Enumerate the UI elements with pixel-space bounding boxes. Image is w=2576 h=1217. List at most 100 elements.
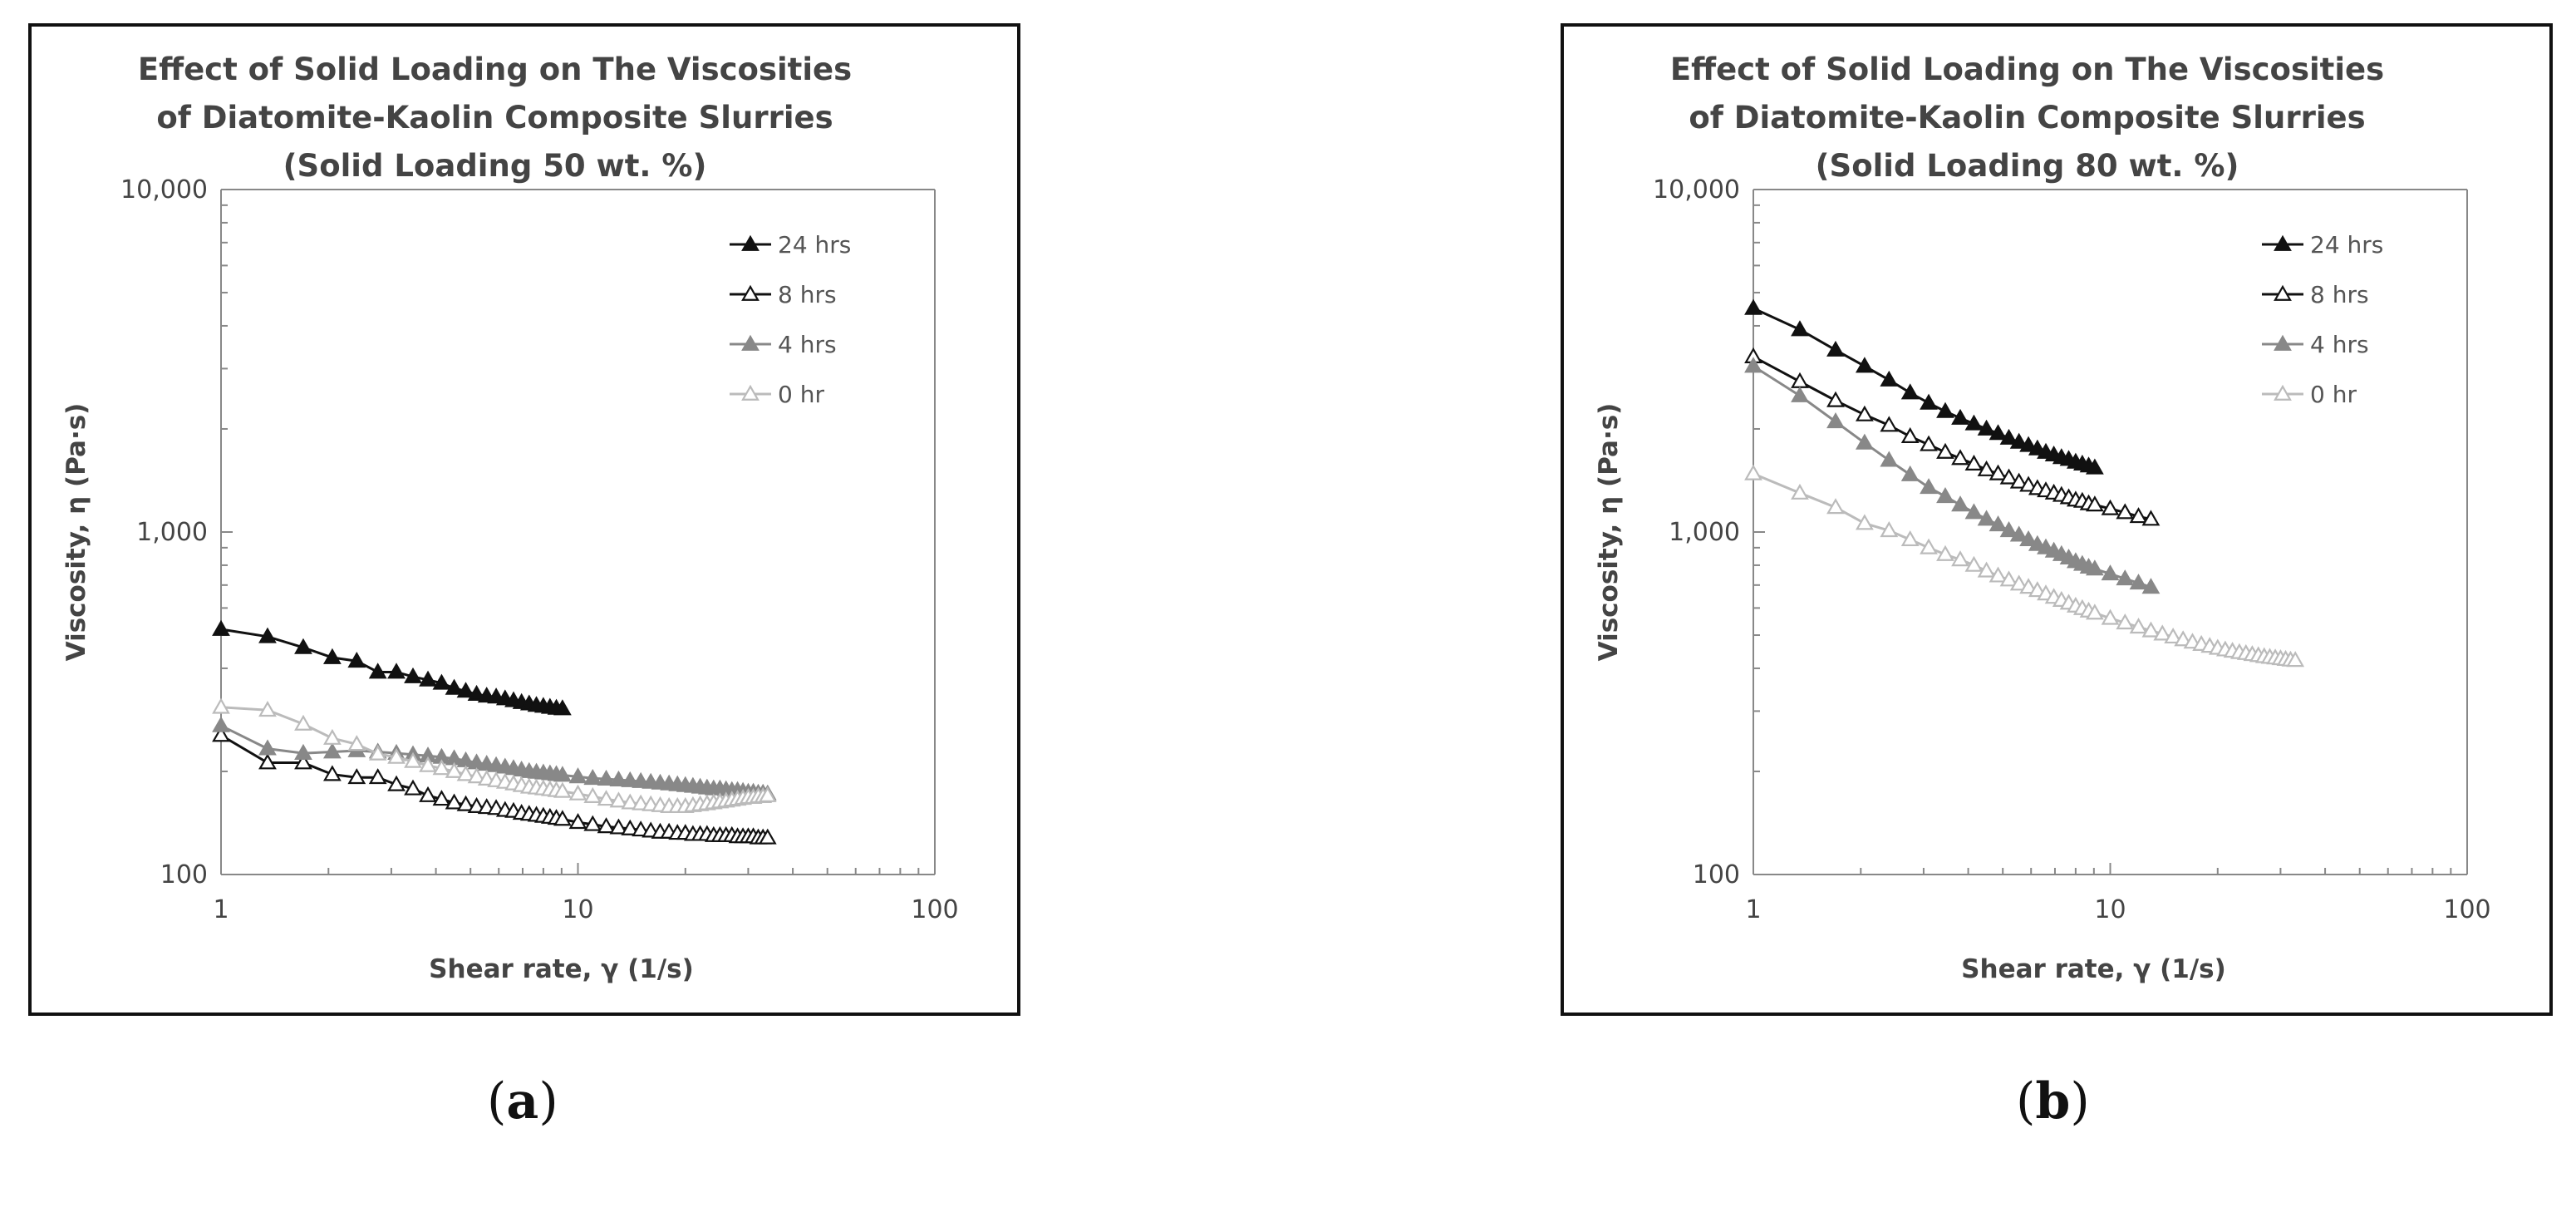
series-24-hrs [1744, 298, 2104, 475]
legend-marker [741, 284, 760, 301]
legend-item: 0 hr [730, 381, 824, 408]
data-point [467, 796, 486, 814]
data-point [2116, 613, 2135, 630]
data-point [2153, 624, 2172, 641]
legend-item: 8 hrs [730, 281, 837, 308]
x-tick-label: 1 [1745, 895, 1761, 924]
data-point [1920, 478, 1938, 495]
data-point [1951, 495, 1969, 512]
data-point [368, 768, 387, 785]
data-point [621, 771, 640, 787]
data-point [2085, 559, 2104, 576]
data-point [621, 819, 640, 835]
data-point [258, 739, 277, 756]
data-point [1900, 426, 1920, 444]
y-tick-label: 10,000 [120, 175, 208, 204]
data-point [1989, 424, 2008, 441]
data-point [568, 784, 587, 801]
data-point [456, 682, 475, 698]
data-point [2116, 503, 2135, 520]
data-point [404, 667, 422, 683]
data-point [387, 747, 406, 764]
series-0-hr [212, 697, 777, 814]
legend-label: 0 hr [2310, 381, 2357, 408]
chart-svg-b: Effect of Solid Loading on The Viscositi… [1594, 52, 2491, 984]
data-point [1989, 464, 2008, 480]
data-point [1964, 555, 1984, 572]
legend-item: 4 hrs [730, 331, 837, 358]
legend-marker [741, 384, 760, 401]
data-point [387, 775, 406, 791]
data-point [404, 779, 422, 796]
legend-label: 24 hrs [2310, 231, 2383, 259]
legend-label: 24 hrs [778, 231, 851, 259]
y-tick-label: 10,000 [1653, 175, 1740, 204]
chart-title-line: Effect of Solid Loading on The Viscositi… [1670, 52, 2384, 87]
x-axis-label: Shear rate, γ (1/s) [429, 954, 694, 984]
data-point [2141, 510, 2161, 526]
data-point [2129, 574, 2148, 590]
series-0-hr [1744, 464, 2305, 668]
data-point [1999, 468, 2018, 485]
series-line [1753, 355, 2151, 521]
data-point [212, 697, 230, 714]
data-point [632, 820, 651, 837]
legend-label: 4 hrs [778, 331, 837, 358]
data-point [2101, 499, 2120, 515]
y-tick-label: 100 [1693, 860, 1740, 889]
legend-marker [2274, 384, 2292, 401]
data-point [597, 817, 616, 834]
chart-title-line: of Diatomite-Kaolin Composite Slurries [156, 100, 833, 135]
data-point [294, 638, 312, 654]
data-point [258, 701, 277, 717]
data-point [1936, 402, 1954, 418]
data-point [432, 759, 451, 776]
data-point [553, 766, 572, 782]
data-point [2019, 436, 2038, 452]
data-point [212, 716, 230, 732]
data-point [1900, 383, 1920, 400]
data-point [2141, 578, 2161, 594]
data-point [1744, 464, 1762, 480]
data-point [1920, 393, 1938, 410]
data-point [2101, 608, 2120, 625]
data-point [1936, 544, 1954, 561]
data-point [1964, 414, 1984, 431]
caption-a-letter: a [506, 1072, 539, 1131]
data-point [632, 771, 651, 788]
x-axis-label: Shear rate, γ (1/s) [1961, 954, 2226, 984]
data-point [1999, 521, 2018, 538]
data-point [2019, 530, 2038, 547]
chart-title-line: (Solid Loading 50 wt. %) [283, 148, 707, 184]
legend-item: 8 hrs [2262, 281, 2369, 308]
data-point [323, 765, 342, 781]
data-point [553, 810, 572, 826]
data-point [621, 793, 640, 810]
data-point [1880, 370, 1899, 387]
data-point [2129, 507, 2148, 524]
data-point [2019, 475, 2038, 492]
legend-item: 0 hr [2262, 381, 2357, 408]
data-point [294, 753, 312, 770]
data-point [1964, 454, 1984, 471]
data-point [368, 663, 387, 679]
chart-panel-b: Effect of Solid Loading on The Viscositi… [1561, 23, 2553, 1016]
data-point [387, 663, 406, 679]
data-point [456, 795, 475, 811]
data-point [323, 728, 342, 745]
data-point [1826, 391, 1845, 407]
chart-title-line: of Diatomite-Kaolin Composite Slurries [1689, 100, 2365, 135]
data-point [597, 790, 616, 806]
data-point [553, 781, 572, 798]
data-point [2019, 578, 2038, 594]
data-point [467, 684, 486, 701]
data-point [1880, 416, 1899, 432]
data-point [419, 670, 437, 687]
data-point [368, 744, 387, 761]
data-point [1900, 465, 1920, 481]
legend-label: 4 hrs [2310, 331, 2369, 358]
data-point [1900, 530, 1920, 547]
y-tick-label: 1,000 [1669, 518, 1740, 547]
data-point [1791, 320, 1809, 337]
data-point [1951, 408, 1969, 425]
